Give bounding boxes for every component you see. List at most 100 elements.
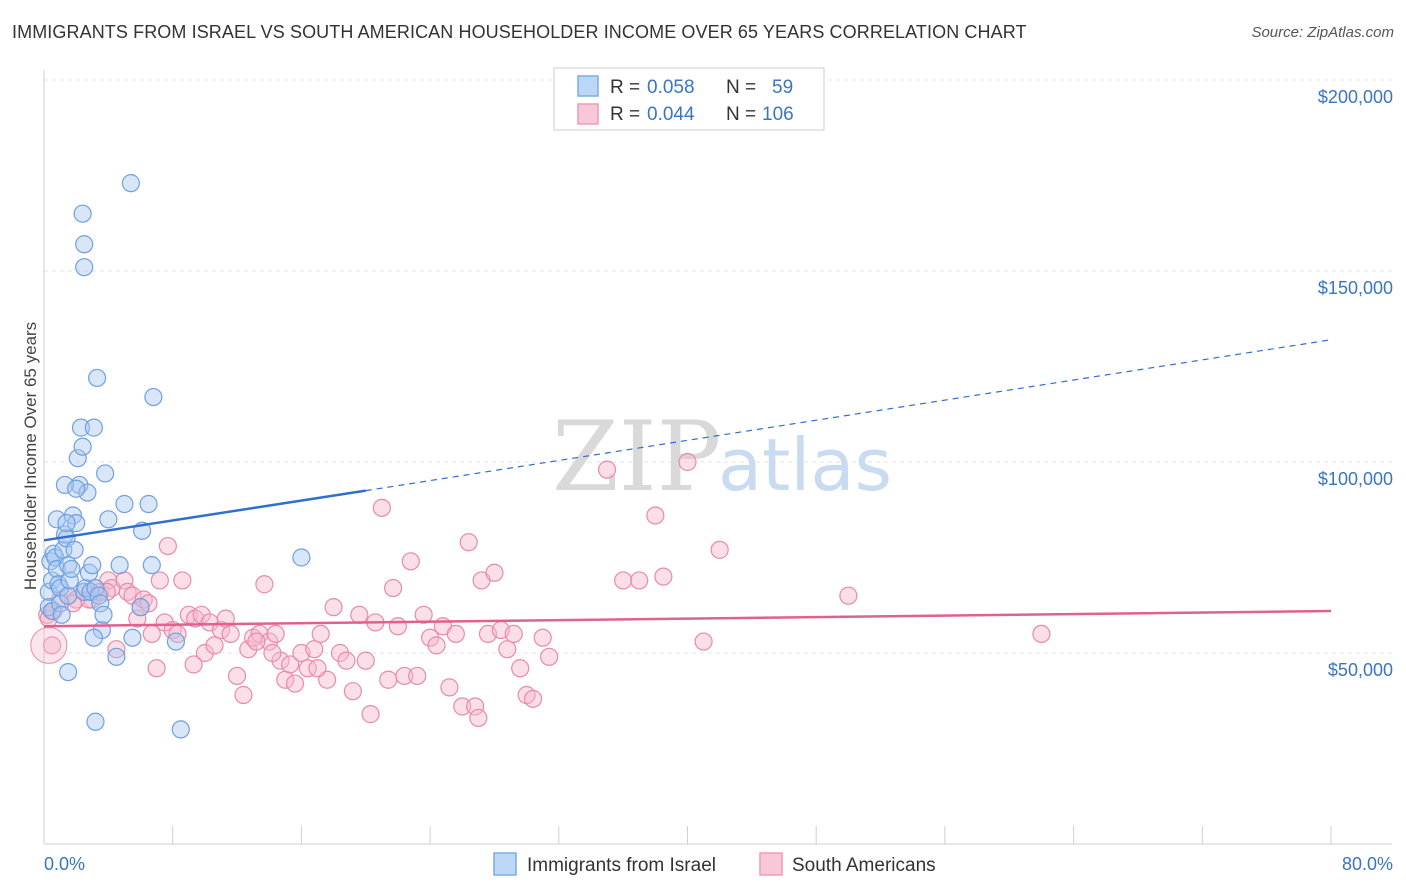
data-point-south-americans xyxy=(614,571,633,590)
data-point-south-americans xyxy=(150,571,169,590)
data-point-immigrants-from-israel xyxy=(84,628,103,647)
data-point-south-americans xyxy=(630,571,649,590)
legend-n-value-pink: 106 xyxy=(762,104,794,125)
data-point-south-americans xyxy=(504,624,523,644)
bottom-legend-swatch-pink xyxy=(759,852,783,876)
data-point-south-americans xyxy=(372,498,391,517)
trend-line-south-americans xyxy=(43,609,1332,628)
data-point-south-americans xyxy=(414,605,433,624)
bottom-legend-label-pink: South Americans xyxy=(792,855,936,876)
data-point-south-americans xyxy=(330,643,350,663)
legend-n-label-pink: N = xyxy=(726,104,756,125)
data-point-immigrants-from-israel xyxy=(60,571,79,590)
data-point-immigrants-from-israel xyxy=(121,174,140,193)
data-point-immigrants-from-israel xyxy=(52,605,71,624)
data-point-immigrants-from-israel xyxy=(96,464,115,483)
data-point-south-americans xyxy=(298,659,317,678)
data-point-immigrants-from-israel xyxy=(67,479,86,498)
watermark-zip: ZIP xyxy=(552,401,721,513)
data-point-south-americans xyxy=(654,567,673,586)
data-point-south-americans xyxy=(646,506,665,525)
data-point-south-americans xyxy=(285,674,305,693)
legend-swatch-blue xyxy=(577,75,599,97)
data-point-south-americans xyxy=(361,705,380,724)
data-point-immigrants-from-israel xyxy=(75,258,94,277)
data-point-south-americans xyxy=(356,651,375,670)
data-point-immigrants-from-israel xyxy=(57,514,76,533)
chart-title: IMMIGRANTS FROM ISRAEL VS SOUTH AMERICAN… xyxy=(12,22,1027,42)
data-point-immigrants-from-israel xyxy=(73,437,92,456)
trend-lines xyxy=(43,339,1332,628)
data-point-south-americans xyxy=(466,697,485,716)
legend-r-label-pink: R = xyxy=(610,104,640,125)
data-point-south-americans xyxy=(343,682,362,701)
data-point-immigrants-from-israel xyxy=(83,556,102,575)
watermark-atlas: atlas xyxy=(718,423,892,507)
data-point-south-americans-cluster xyxy=(30,626,68,664)
legend-r-value-pink: 0.044 xyxy=(647,104,695,125)
data-point-south-americans xyxy=(158,536,177,556)
data-point-immigrants-from-israel xyxy=(71,418,91,437)
data-point-south-americans xyxy=(710,540,729,559)
legend-r-value-blue: 0.058 xyxy=(647,77,695,98)
data-point-south-americans xyxy=(453,697,472,716)
data-point-immigrants-from-israel xyxy=(139,494,158,514)
data-point-south-americans xyxy=(281,655,300,674)
data-point-immigrants-from-israel xyxy=(131,598,150,617)
data-point-immigrants-from-israel xyxy=(67,514,86,533)
data-point-immigrants-from-israel xyxy=(94,605,113,624)
data-point-immigrants-from-israel xyxy=(292,548,311,567)
y-tick-label: $50,000 xyxy=(1328,660,1393,680)
data-point-immigrants-from-israel xyxy=(55,475,75,495)
data-point-south-americans xyxy=(128,609,147,628)
data-point-south-americans xyxy=(211,620,231,640)
data-point-south-americans xyxy=(395,666,414,686)
data-point-south-americans xyxy=(408,666,427,686)
data-point-south-americans xyxy=(147,659,166,678)
data-point-south-americans xyxy=(311,624,330,644)
grid-lines xyxy=(44,79,1392,654)
data-point-south-americans xyxy=(42,636,62,655)
data-point-south-americans xyxy=(1032,624,1051,644)
x-tick-labels: 0.0% 80.0% xyxy=(44,854,1393,874)
data-point-immigrants-from-israel xyxy=(62,559,81,579)
data-point-south-americans xyxy=(511,659,530,678)
data-point-south-americans xyxy=(184,655,203,674)
data-point-immigrants-from-israel xyxy=(91,594,110,613)
series-immigrants-from-israel xyxy=(39,174,311,739)
series-legend: Immigrants from Israel South Americans xyxy=(493,852,936,876)
data-point-south-americans xyxy=(498,640,517,659)
data-point-south-americans xyxy=(308,659,327,678)
data-point-south-americans xyxy=(350,605,369,624)
data-point-immigrants-from-israel xyxy=(115,494,134,514)
data-point-south-americans xyxy=(694,632,713,651)
trend-line-israel-dashed xyxy=(365,339,1332,492)
stats-legend-box xyxy=(553,67,825,131)
data-point-south-americans xyxy=(305,640,324,659)
data-point-immigrants-from-israel xyxy=(86,712,105,731)
data-point-immigrants-from-israel xyxy=(123,628,142,647)
data-point-south-americans xyxy=(195,643,214,663)
data-point-immigrants-from-israel xyxy=(65,540,84,559)
data-point-immigrants-from-israel xyxy=(39,582,58,601)
data-point-south-americans xyxy=(260,632,279,651)
source-credit: Source: ZipAtlas.com xyxy=(1251,24,1394,41)
data-point-south-americans xyxy=(107,640,126,659)
data-point-south-americans xyxy=(263,643,282,663)
data-point-south-americans xyxy=(388,617,408,636)
data-point-immigrants-from-israel xyxy=(142,556,161,575)
data-point-immigrants-from-israel xyxy=(59,586,78,605)
data-point-south-americans xyxy=(523,689,543,708)
trend-line-israel-solid xyxy=(43,489,366,542)
data-point-immigrants-from-israel xyxy=(47,559,66,579)
data-point-south-americans xyxy=(247,632,266,651)
data-point-south-americans xyxy=(427,636,446,655)
y-tick-labels: $50,000 $100,000 $150,000 $200,000 xyxy=(1318,87,1393,680)
data-point-south-americans xyxy=(678,452,697,472)
data-point-south-americans xyxy=(255,575,274,594)
data-point-south-americans xyxy=(533,628,552,647)
data-point-immigrants-from-israel xyxy=(59,662,78,682)
data-point-south-americans xyxy=(383,578,403,598)
data-point-south-americans xyxy=(839,586,858,605)
series-south-americans xyxy=(30,452,1051,728)
